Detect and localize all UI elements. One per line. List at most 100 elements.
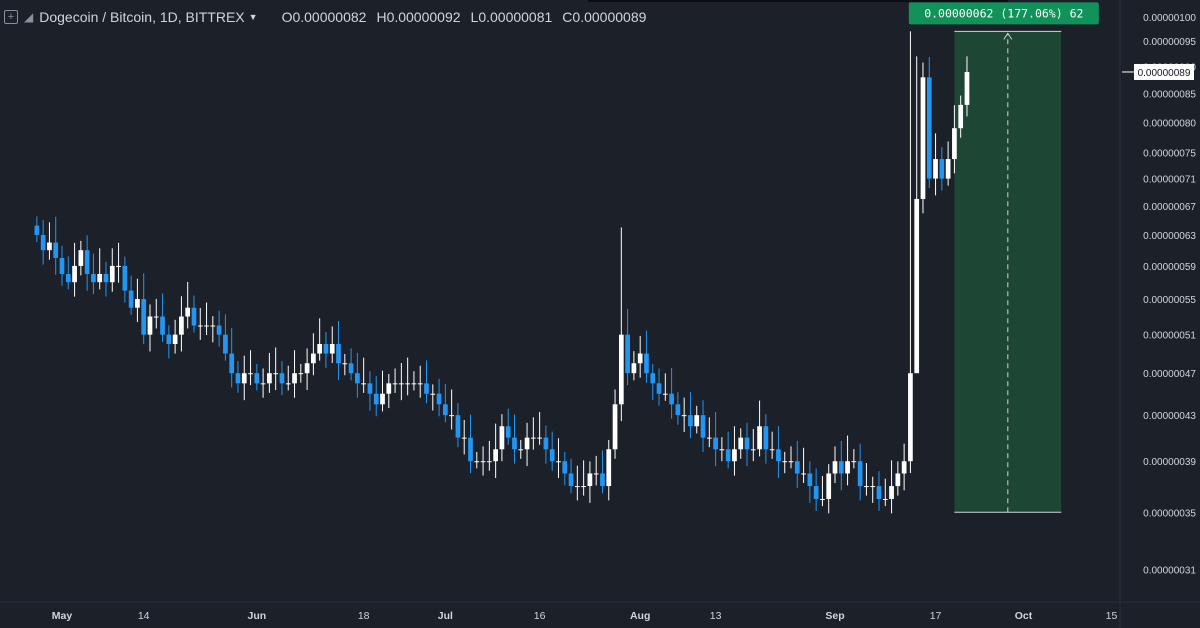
candle — [241, 355, 247, 401]
price-tick-label: 0.00000075 — [1143, 149, 1196, 160]
candle — [197, 307, 203, 340]
candle — [625, 308, 630, 386]
chart-header: + ◢ Dogecoin / Bitcoin, 1D, BITTREX ▼ O0… — [0, 0, 1124, 34]
candle — [512, 414, 517, 464]
candle — [581, 460, 586, 496]
price-tick-label: 0.00000100 — [1143, 13, 1196, 24]
candle-body — [480, 461, 486, 463]
candle-body — [411, 383, 417, 385]
candle-body — [568, 473, 574, 487]
candle-body — [769, 449, 775, 451]
measure-range[interactable]: 0.00000062 (177.06%) 62 — [908, 2, 1099, 513]
candle-body — [204, 325, 209, 327]
candle — [373, 376, 379, 417]
price-tick-label: 0.00000080 — [1143, 118, 1196, 129]
candle-body — [279, 373, 285, 384]
candle — [769, 431, 775, 459]
candle-body — [889, 486, 894, 499]
expand-icon[interactable]: + — [4, 10, 18, 24]
candle-body — [512, 437, 517, 450]
candle-body — [160, 316, 165, 335]
time-axis[interactable]: May 14 Jun 18 Jul 16 Aug 13 Sep 17 Oct 15 — [52, 610, 1118, 622]
candle — [882, 478, 888, 507]
candle-body — [600, 473, 605, 487]
time-tick-label: 16 — [534, 610, 546, 622]
candle — [59, 245, 65, 286]
candle — [216, 310, 222, 347]
candle-body — [524, 437, 530, 450]
candle — [455, 403, 461, 448]
time-tick-label: Aug — [630, 610, 650, 622]
price-tick-label: 0.00000051 — [1143, 331, 1196, 342]
candle-body — [926, 77, 932, 179]
candle — [323, 331, 329, 368]
candle-body — [675, 404, 681, 416]
candle — [468, 414, 473, 474]
candle-body — [876, 486, 882, 499]
candle-body — [292, 373, 297, 384]
candle-body — [694, 415, 700, 427]
candle — [738, 428, 744, 459]
candle — [681, 397, 687, 432]
time-tick-label: 18 — [358, 610, 370, 622]
candle-body — [543, 437, 549, 450]
candle — [392, 368, 398, 393]
price-axis[interactable]: 0.000001000.000000950.000000900.00000085… — [1143, 13, 1196, 577]
candle-body — [185, 307, 191, 317]
candle — [160, 293, 165, 342]
candle — [367, 371, 373, 411]
candle — [820, 475, 825, 507]
candle — [40, 220, 46, 265]
chevron-down-icon[interactable]: ▼ — [248, 12, 258, 22]
candle — [914, 56, 920, 374]
candle-body — [706, 437, 712, 439]
candle — [644, 330, 649, 383]
last-price-tag: 0.00000089 — [1138, 68, 1191, 79]
price-tick-label: 0.00000085 — [1143, 90, 1196, 101]
candle — [920, 62, 926, 214]
candle — [750, 428, 756, 462]
candle-body — [939, 159, 945, 179]
candle-body — [851, 461, 857, 463]
candle-body — [298, 373, 304, 375]
candle — [851, 449, 857, 469]
candle-body — [179, 316, 184, 335]
candle — [292, 350, 297, 398]
candle-body — [455, 415, 461, 438]
candle — [380, 370, 385, 412]
candle-body — [342, 363, 348, 365]
candle — [838, 440, 844, 491]
candle-body — [59, 257, 65, 274]
candle-body — [267, 373, 272, 384]
candle — [204, 302, 209, 336]
candle-body — [505, 426, 511, 438]
candles — [34, 31, 970, 514]
candle — [166, 325, 172, 359]
candle — [713, 411, 718, 467]
candle-body — [417, 383, 423, 385]
candle-body — [776, 449, 781, 462]
candle — [826, 464, 832, 514]
candle — [329, 326, 335, 364]
candle-body — [53, 242, 59, 258]
candle — [889, 460, 894, 514]
candle-body — [738, 437, 744, 450]
candle — [53, 216, 59, 275]
candle-body — [474, 461, 480, 463]
candle-body — [725, 449, 731, 462]
candle-body — [650, 373, 656, 384]
candle — [97, 248, 103, 290]
candle — [537, 411, 542, 445]
candle-body — [254, 373, 260, 384]
candle-body — [216, 325, 222, 335]
candle-body — [719, 449, 725, 451]
candle-body — [631, 363, 637, 374]
symbol-title[interactable]: Dogecoin / Bitcoin, 1D, BITTREX — [39, 9, 245, 25]
candle-body — [612, 404, 618, 450]
candle — [864, 463, 869, 496]
candle — [267, 352, 272, 393]
candle — [499, 414, 505, 462]
candle — [688, 392, 693, 439]
candle-body — [857, 461, 863, 487]
